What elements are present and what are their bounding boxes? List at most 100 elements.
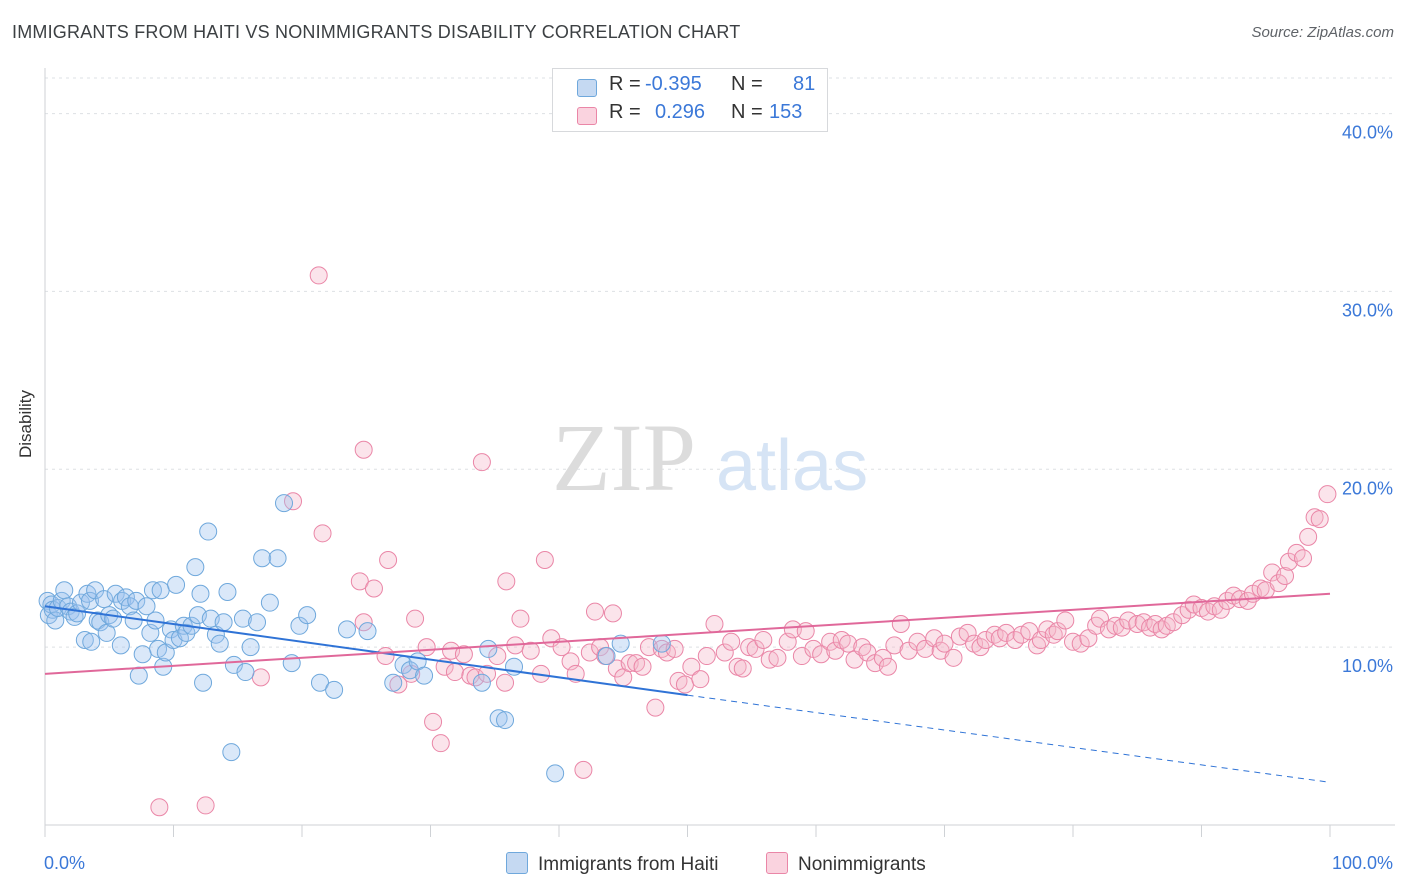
haiti-point [137, 597, 156, 616]
watermark: ZIP atlas [552, 404, 868, 511]
nonimmigrant-point [521, 641, 540, 660]
tick-labels: 10.0% 20.0% 30.0% 40.0% 0.0% 100.0% [44, 123, 1393, 873]
nonimmigrant-point [985, 625, 1004, 644]
haiti-point [214, 613, 233, 632]
nonimmigrant-point [364, 579, 383, 598]
haiti-point [496, 711, 515, 730]
nonimmigrant-point [1056, 611, 1075, 630]
haiti-point [472, 673, 491, 692]
haiti-trend-extension [687, 694, 1331, 783]
nonimmigrant-point [1152, 620, 1171, 639]
nonimmigrant-point [976, 631, 995, 650]
nonimmigrant-point [652, 639, 671, 658]
nonimmigrant-point [1119, 611, 1138, 630]
legend-r-value: 0.296 [655, 101, 706, 123]
nonimmigrant-point [406, 609, 425, 628]
nonimmigrant-point [1112, 618, 1131, 637]
haiti-point [95, 590, 114, 609]
nonimmigrant-point [760, 650, 779, 669]
haiti-point [199, 522, 218, 541]
nonimmigrant-point [424, 712, 443, 731]
nonimmigrant-point [354, 440, 373, 459]
haiti-point [151, 581, 170, 600]
haiti-point [167, 575, 186, 594]
nonimmigrant-trend-line [44, 592, 1331, 675]
nonimmigrant-point [697, 647, 716, 666]
haiti-point [82, 632, 101, 651]
watermark-atlas: atlas [716, 426, 868, 506]
haiti-point [222, 743, 241, 762]
nonimmigrant-point [309, 266, 328, 285]
nonimmigrant-point [1318, 485, 1337, 504]
nonimmigrant-point [1048, 622, 1067, 641]
x-tick-label: 100.0% [1332, 853, 1393, 873]
nonimmigrant-point [454, 645, 473, 664]
haiti-point [337, 620, 356, 639]
nonimmigrant-point [603, 604, 622, 623]
haiti-point [143, 581, 162, 600]
nonimmigrant-point [1164, 613, 1183, 632]
nonimmigrant-point [488, 647, 507, 666]
nonimmigrant-point [313, 524, 332, 543]
nonimmigrant-point [958, 623, 977, 642]
trend-lines [44, 592, 1331, 783]
nonimmigrant-point [535, 550, 554, 569]
nonimmigrant-point [1294, 549, 1313, 568]
nonimmigrant-point [944, 648, 963, 667]
haiti-point [124, 611, 143, 630]
legend-item-nonimmigrants: Nonimmigrants [766, 852, 926, 876]
haiti-point [275, 494, 294, 513]
legend-label-nonimmigrants: Nonimmigrants [798, 854, 926, 875]
legend-r-value: -0.395 [645, 73, 702, 95]
legend-row-nonimmigrants: R = 0.296 N = 153 [553, 101, 827, 129]
haiti-point [310, 673, 329, 692]
haiti-point [241, 638, 260, 657]
nonimmigrant-point [715, 643, 734, 662]
nonimmigrant-point [722, 632, 741, 651]
haiti-point [384, 673, 403, 692]
nonimmigrant-point [873, 648, 892, 667]
haiti-point [224, 655, 243, 674]
nonimmigrant-point [885, 636, 904, 655]
nonimmigrant-point [511, 609, 530, 628]
y-tick-label: 30.0% [1342, 300, 1393, 320]
haiti-point [127, 591, 146, 610]
haiti-point [611, 634, 630, 653]
nonimmigrant-point [472, 453, 491, 472]
correlation-legend: R = -0.395 N = 81 R = 0.296 N = 153 [552, 68, 828, 132]
nonimmigrant-point [1276, 567, 1295, 585]
nonimmigrant-point [284, 492, 303, 511]
x-tick-label: 0.0% [44, 853, 85, 873]
nonimmigrant-point [878, 657, 897, 676]
legend-r-label: R = [609, 73, 641, 95]
watermark-zip: ZIP [552, 404, 696, 511]
nonimmigrant-point [891, 615, 910, 634]
y-tick-label: 20.0% [1342, 478, 1393, 498]
nonimmigrant-point [821, 632, 840, 651]
nonimmigrant-point [682, 657, 701, 676]
nonimmigrant-point [1299, 527, 1318, 546]
nonimmigrant-point [251, 668, 270, 687]
haiti-trend-line [44, 605, 688, 697]
legend-swatch-haiti [506, 852, 528, 874]
nonimmigrant-point [853, 638, 872, 657]
haiti-point [218, 583, 237, 602]
haiti-point [194, 673, 213, 692]
chart-source: Source: ZipAtlas.com [1251, 24, 1394, 41]
nonimmigrant-point [997, 623, 1016, 642]
gridlines [45, 77, 1395, 648]
nonimmigrant-point [1310, 510, 1329, 529]
haiti-point [129, 666, 148, 685]
nonimmigrant-point [1269, 574, 1288, 593]
haiti-point [55, 581, 74, 600]
legend-n-value: 153 [769, 101, 803, 123]
haiti-point [133, 645, 152, 664]
nonimmigrant-point [733, 659, 752, 678]
legend-swatch-nonimmigrants [766, 852, 788, 874]
haiti-point [210, 634, 229, 653]
haiti-point [236, 663, 255, 682]
nonimmigrant-point [646, 698, 665, 717]
haiti-point [186, 558, 205, 577]
haiti-point [325, 680, 344, 699]
